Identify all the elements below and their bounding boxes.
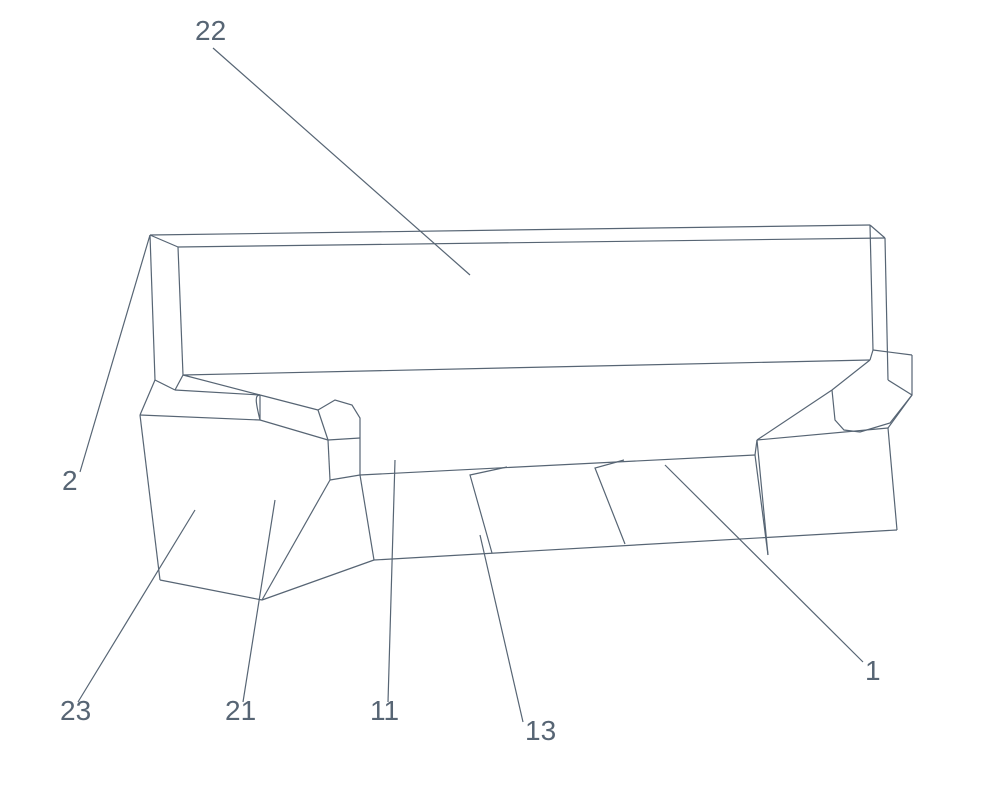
label-13: 13: [525, 715, 556, 746]
sofa-edge: [330, 475, 360, 480]
sofa-edge: [870, 350, 873, 360]
leader-line-13: [480, 535, 523, 722]
label-22: 22: [195, 15, 226, 46]
labels-group: 222232111131: [60, 15, 881, 746]
sofa-edge: [595, 460, 625, 544]
sofa-edge: [328, 440, 330, 480]
sofa-edge: [755, 455, 768, 555]
sofa-edge: [888, 428, 897, 530]
sofa-edge: [150, 235, 178, 247]
sofa-edge: [178, 238, 885, 247]
sofa-edge: [885, 238, 888, 380]
sofa-edge: [873, 350, 912, 355]
sofa-edge: [318, 400, 360, 438]
sofa-edge: [328, 438, 360, 440]
sofa-edge: [175, 390, 260, 395]
label-11: 11: [370, 695, 399, 726]
sofa-edge: [260, 395, 318, 410]
sofa-edge: [140, 415, 260, 420]
sofa-edge: [183, 360, 870, 375]
leader-lines: [78, 48, 863, 722]
sofa-edge: [150, 225, 870, 235]
sofa-edge: [757, 428, 888, 440]
sofa-edge: [832, 360, 870, 390]
leader-line-2: [80, 235, 150, 472]
label-23: 23: [60, 695, 91, 726]
sofa-edge: [757, 390, 832, 440]
leader-line-22: [213, 48, 470, 275]
sofa-edge: [260, 420, 328, 440]
sofa-edge: [178, 247, 183, 375]
sofa-edge: [888, 380, 912, 395]
sofa-edge: [262, 480, 330, 600]
sofa-diagram: 222232111131: [0, 0, 1000, 796]
sofa-edge: [318, 410, 328, 440]
sofa-edge: [888, 395, 912, 428]
sofa-edge: [374, 530, 897, 560]
sofa-edge: [870, 225, 885, 238]
sofa-edge: [140, 415, 160, 580]
sofa-edge: [360, 455, 755, 475]
sofa-edge: [140, 380, 155, 415]
sofa-edge: [360, 475, 374, 560]
leader-line-23: [78, 510, 195, 702]
leader-line-1: [665, 465, 863, 662]
sofa-edge: [870, 225, 873, 350]
sofa-edge: [175, 375, 183, 390]
label-2: 2: [62, 465, 78, 496]
leader-line-11: [388, 460, 395, 702]
sofa-edge: [160, 580, 262, 600]
sofa-edge: [155, 380, 175, 390]
label-1: 1: [865, 655, 881, 686]
label-21: 21: [225, 695, 256, 726]
sofa-edge: [832, 355, 912, 432]
sofa-edge: [262, 560, 374, 600]
sofa-edge: [470, 467, 507, 553]
sofa-outline: [140, 225, 912, 600]
sofa-edge: [150, 235, 155, 380]
sofa-edge: [183, 375, 260, 395]
leader-line-21: [243, 500, 275, 702]
